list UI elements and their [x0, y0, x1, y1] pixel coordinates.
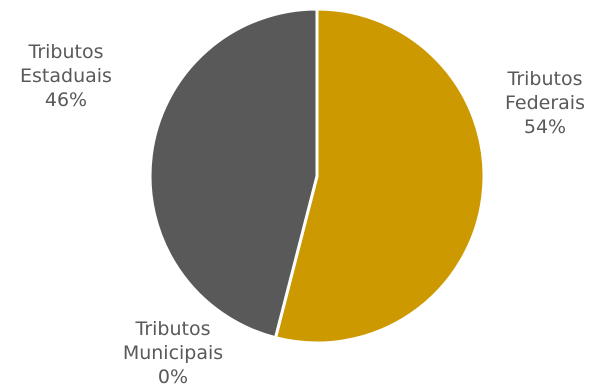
pie-label-line: Tributos: [135, 318, 211, 340]
pie-label-federais: Tributos Federais 54%: [505, 68, 585, 138]
pie-label-line: 54%: [524, 116, 566, 138]
pie-label-line: 46%: [45, 89, 87, 111]
pie-slices: [148, 7, 486, 345]
pie-label-line: Tributos: [507, 68, 583, 90]
pie-label-line: Municipais: [123, 342, 223, 364]
pie-slice-estaduais: [148, 7, 319, 340]
pie-label-line: Tributos: [28, 41, 104, 63]
pie-label-municipais: Tributos Municipais 0%: [123, 318, 223, 388]
pie-labels: Tributos Federais 54%Tributos Municipais 0%T…: [20, 41, 585, 388]
pie-label-line: Federais: [505, 92, 585, 114]
pie-label-estaduais: Tributos Estaduais 46%: [20, 41, 112, 111]
pie-label-line: 0%: [158, 366, 188, 388]
pie-label-line: Estaduais: [20, 65, 112, 87]
pie-slice-federais: [273, 7, 486, 345]
